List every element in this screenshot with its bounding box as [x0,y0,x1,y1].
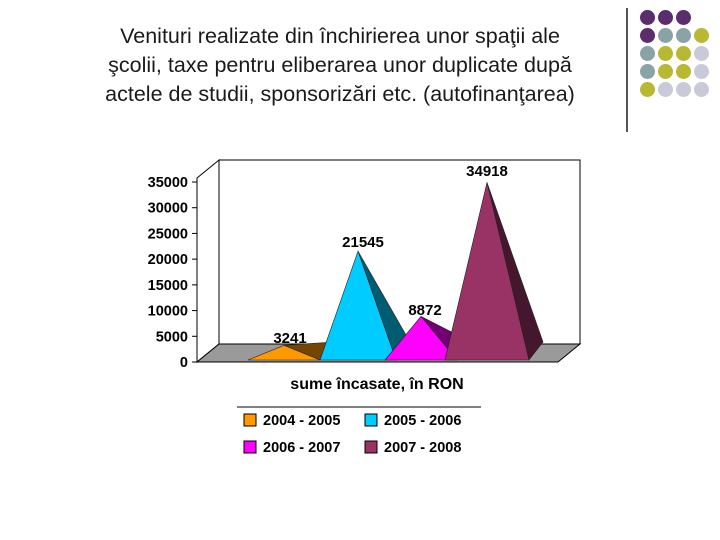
y-tick-label: 15000 [148,278,188,294]
legend-swatch [364,440,378,454]
slide-title: Venituri realizate din închirierea unor … [40,22,640,109]
legend-swatch [243,413,257,427]
decorative-dot [640,64,655,79]
decorative-dot [676,64,691,79]
decorative-dot [676,82,691,97]
y-tick-label: 0 [180,355,188,371]
decorative-divider [626,8,628,132]
title-line-2: şcolii, taxe pentru eliberarea unor dupl… [108,53,572,77]
pyramid-bar [247,345,321,361]
side-wall [196,158,220,364]
x-axis-label: sume încasate, în RON [290,376,463,393]
decorative-dot [694,46,709,61]
legend-entry: 2006 - 2007 [263,440,340,456]
decorative-dot [658,64,673,79]
decorative-dot [694,28,709,43]
y-tick-label: 25000 [148,226,188,242]
data-labels: 3241 21545 8872 34918 [273,163,508,347]
decorative-dot [676,46,691,61]
y-tick-label: 5000 [156,329,188,345]
decorative-dot [640,28,655,43]
decorative-dot [640,82,655,97]
y-tick-label: 30000 [148,201,188,217]
decorative-dot-grid [640,10,720,120]
data-label: 21545 [342,234,384,251]
y-tick-label: 35000 [148,175,188,191]
legend-entry: 2007 - 2008 [384,440,461,456]
pyramid-bar [444,182,530,361]
decorative-dot [676,10,691,25]
decorative-dot [658,46,673,61]
decorative-dot [640,46,655,61]
data-label: 34918 [466,163,508,180]
legend-swatch [243,440,257,454]
decorative-dot [694,64,709,79]
decorative-dot [694,82,709,97]
decorative-dot [676,28,691,43]
data-label: 3241 [273,330,306,347]
legend: 2004 - 2005 2005 - 2006 2006 - 2007 2007 - … [237,406,481,456]
decorative-dot [640,10,655,25]
title-line-3: actele de studii, sponsorizări etc. (aut… [105,82,575,106]
pyramid-bar [319,250,397,361]
legend-entry: 2004 - 2005 [263,413,340,429]
y-tick-label: 10000 [148,304,188,320]
legend-entry: 2005 - 2006 [384,413,461,429]
chart-marks [247,182,544,361]
decorative-dot [658,82,673,97]
decorative-dot [658,28,673,43]
legend-swatch [364,413,378,427]
y-tick-label: 20000 [148,252,188,268]
data-label: 8872 [408,302,441,319]
title-line-1: Venituri realizate din închirierea unor … [120,24,560,48]
decorative-dot [658,10,673,25]
y-axis: 0 5000 10000 15000 20000 25000 30000 35000 [148,175,197,371]
pyramid-bar [384,315,458,361]
